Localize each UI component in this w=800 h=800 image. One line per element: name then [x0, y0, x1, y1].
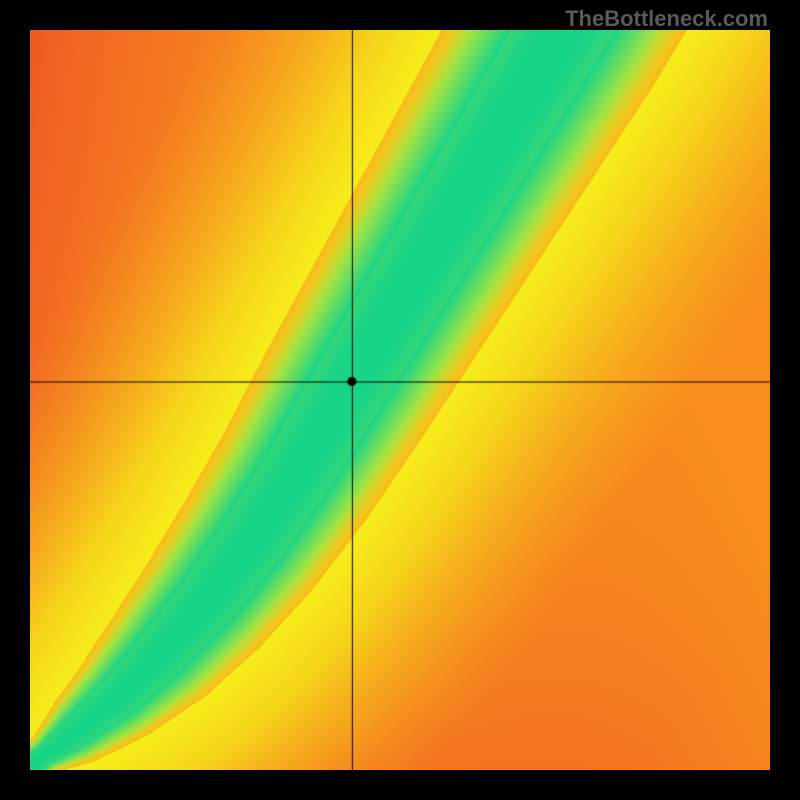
chart-container: TheBottleneck.com: [0, 0, 800, 800]
watermark-text: TheBottleneck.com: [565, 6, 768, 32]
heatmap-canvas: [30, 30, 770, 770]
plot-area: [30, 30, 770, 770]
